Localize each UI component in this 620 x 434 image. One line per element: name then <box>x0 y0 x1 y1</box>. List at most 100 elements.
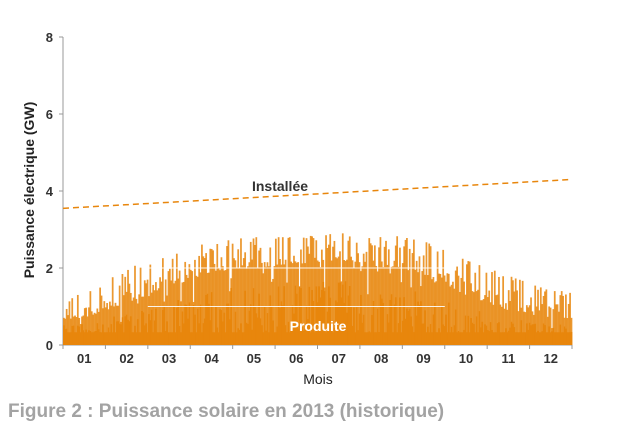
production-day-base <box>205 294 207 345</box>
production-day-base <box>428 332 431 345</box>
production-day-bar <box>502 276 505 345</box>
production-day-bar <box>71 298 74 345</box>
production-day-base <box>279 307 281 345</box>
production-day-base <box>551 331 553 345</box>
production-day-bar <box>519 279 521 345</box>
production-day-base <box>475 316 478 345</box>
production-day-bar <box>156 290 159 345</box>
production-day-bar <box>467 261 470 345</box>
production-day-base <box>113 316 115 345</box>
production-day-base <box>329 297 332 345</box>
production-day-bar <box>565 294 567 345</box>
production-day-base <box>438 328 440 345</box>
production-day-base <box>117 321 120 345</box>
production-day-bar <box>509 301 511 345</box>
production-day-base <box>360 294 362 345</box>
production-day-bar <box>392 266 394 345</box>
production-day-bar <box>121 274 124 345</box>
production-day-base <box>272 320 274 345</box>
production-day-base <box>224 332 227 345</box>
production-day-bar <box>227 240 230 345</box>
production-day-bar <box>459 291 461 345</box>
production-day-bar <box>287 237 290 345</box>
production-day-base <box>221 321 224 345</box>
production-day-bar <box>254 244 256 345</box>
production-day-bar <box>265 266 267 345</box>
production-day-bar <box>178 270 181 345</box>
production-day-base <box>240 323 242 345</box>
production-day-base <box>358 313 361 345</box>
production-day-base <box>132 332 135 345</box>
production-day-base <box>362 314 365 345</box>
production-day-bar <box>90 311 93 345</box>
production-day-base <box>305 305 308 345</box>
production-day-base <box>400 332 403 345</box>
production-day-base <box>532 324 535 345</box>
production-day-bar <box>95 313 97 345</box>
installed-capacity-line <box>62 178 573 210</box>
production-day-base <box>333 327 336 345</box>
production-day-base <box>332 332 334 345</box>
production-day-base <box>106 332 108 345</box>
production-day-base <box>170 332 173 345</box>
production-day-bar <box>145 283 148 345</box>
production-day-bar <box>175 253 178 345</box>
production-day-base <box>530 325 532 345</box>
production-day-base <box>506 332 509 345</box>
production-day-bar <box>89 291 92 345</box>
production-day-bar <box>436 251 439 345</box>
production-day-bar <box>152 284 154 345</box>
production-day-bar <box>527 307 530 345</box>
production-day-bar <box>143 280 146 345</box>
production-day-base <box>512 323 514 345</box>
production-day-base <box>247 323 249 345</box>
production-day-base <box>122 332 125 345</box>
production-day-bar <box>309 235 312 345</box>
production-day-bar <box>493 270 496 345</box>
production-day-base <box>334 300 337 345</box>
production-day-bar <box>160 281 163 345</box>
installed-line <box>62 178 573 210</box>
production-day-base <box>525 323 528 345</box>
production-day-base <box>71 325 74 345</box>
production-day-base <box>459 332 461 345</box>
production-day-base <box>341 284 344 345</box>
production-day-bar <box>346 259 348 345</box>
production-day-base <box>323 291 326 345</box>
production-day-base <box>311 289 313 345</box>
production-day-bar <box>170 280 173 345</box>
production-day-base <box>259 318 262 345</box>
production-day-base <box>290 323 293 345</box>
production-day-bar <box>103 301 106 345</box>
production-day-bar <box>556 304 559 345</box>
production-day-base <box>509 327 511 345</box>
production-day-base <box>524 332 527 345</box>
x-tick-label: 04 <box>204 351 219 366</box>
production-day-bar <box>88 307 90 345</box>
production-day-base <box>167 332 170 345</box>
production-day-bar <box>505 303 507 345</box>
production-day-base <box>414 291 417 345</box>
production-day-base <box>203 318 206 345</box>
production-day-base <box>544 325 546 345</box>
production-day-base <box>367 332 369 345</box>
production-day-bar <box>312 238 315 345</box>
production-day-bar <box>184 261 187 345</box>
production-day-base <box>263 306 266 345</box>
production-day-bar <box>297 262 300 345</box>
production-day-base <box>463 329 465 345</box>
production-day-base <box>295 293 298 345</box>
production-day-bar <box>368 238 371 345</box>
production-day-base <box>286 332 288 345</box>
production-day-base <box>64 329 67 345</box>
production-day-base <box>215 307 217 345</box>
production-day-base <box>198 323 201 345</box>
production-day-base <box>276 326 279 345</box>
y-axis-label: Puissance électrique (GW) <box>21 102 37 279</box>
production-day-base <box>89 331 92 345</box>
production-day-base <box>251 329 253 345</box>
production-series-label: Produite <box>290 318 347 334</box>
production-day-bar <box>68 301 71 345</box>
production-day-bar <box>301 263 304 345</box>
production-day-bar <box>286 282 288 345</box>
